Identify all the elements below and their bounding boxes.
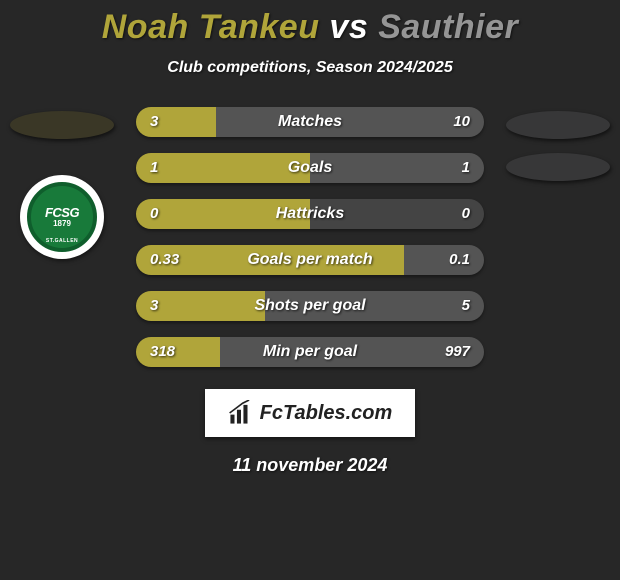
club-badge-inner: FCSG 1879 ST.GALLEN [27, 182, 97, 252]
stat-value-right: 1 [462, 153, 470, 183]
stat-value-right: 997 [445, 337, 470, 367]
stat-row: Goals per match0.33 0.1 [136, 245, 484, 275]
stat-label: Min per goal [136, 337, 484, 367]
player2-ellipse-1 [506, 111, 610, 139]
source-logo: FcTables.com [205, 389, 415, 437]
comparison-row: FCSG 1879 ST.GALLEN Matches310Goals11Hat… [0, 107, 620, 367]
stat-value-left: 1 [150, 153, 158, 183]
left-column: FCSG 1879 ST.GALLEN [6, 107, 118, 259]
club-year: 1879 [53, 220, 71, 228]
stat-value-right: 0 [462, 199, 470, 229]
stat-row: Min per goal318 997 [136, 337, 484, 367]
date-text: 11 november 2024 [0, 455, 620, 476]
source-logo-text: FcTables.com [260, 402, 393, 425]
stat-value-left: 3 [150, 107, 158, 137]
stat-value-left: 3 [150, 291, 158, 321]
stat-label: Goals per match [136, 245, 484, 275]
stat-row: Matches3 10 [136, 107, 484, 137]
stat-value-right: 10 [453, 107, 470, 137]
stat-label: Matches [136, 107, 484, 137]
stat-row: Goals1 1 [136, 153, 484, 183]
club-badge: FCSG 1879 ST.GALLEN [20, 175, 104, 259]
stat-label: Goals [136, 153, 484, 183]
club-abbrev: FCSG [45, 206, 79, 219]
stat-value-left: 0.33 [150, 245, 179, 275]
club-city: ST.GALLEN [46, 238, 78, 244]
stat-value-left: 0 [150, 199, 158, 229]
stat-label: Hattricks [136, 199, 484, 229]
subtitle: Club competitions, Season 2024/2025 [0, 59, 620, 77]
right-column [502, 107, 614, 181]
stat-label: Shots per goal [136, 291, 484, 321]
stat-bars: Matches310Goals11Hattricks00Goals per ma… [136, 107, 484, 367]
stat-value-right: 0.1 [449, 245, 470, 275]
stat-value-right: 5 [462, 291, 470, 321]
page-title: Noah Tankeu vs Sauthier [0, 8, 620, 47]
player2-name: Sauthier [378, 8, 518, 46]
player1-name: Noah Tankeu [102, 8, 320, 46]
root: Noah Tankeu vs Sauthier Club competition… [0, 0, 620, 476]
stat-row: Shots per goal3 5 [136, 291, 484, 321]
vs-text: vs [329, 8, 368, 46]
bar-chart-icon [228, 400, 254, 426]
player2-ellipse-2 [506, 153, 610, 181]
stat-value-left: 318 [150, 337, 175, 367]
stat-row: Hattricks0 0 [136, 199, 484, 229]
player1-ellipse [10, 111, 114, 139]
